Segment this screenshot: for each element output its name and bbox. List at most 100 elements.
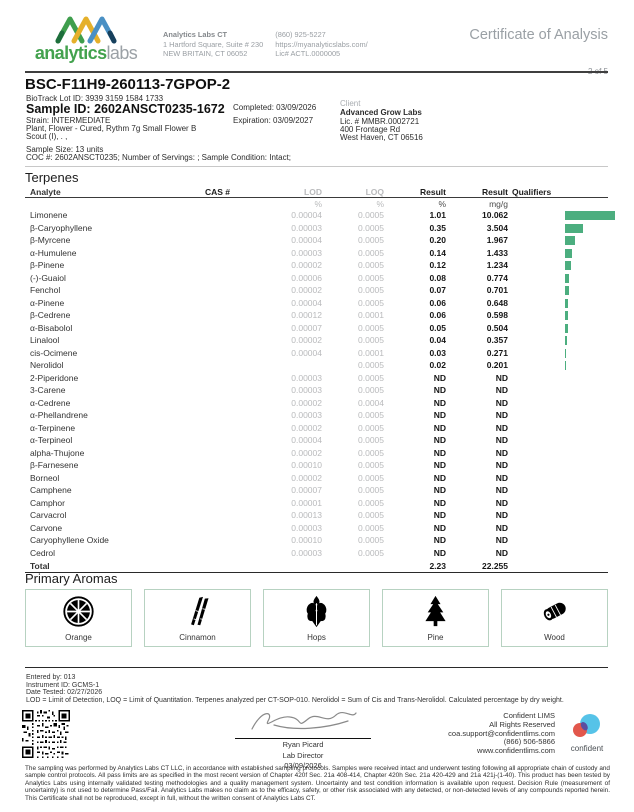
confident-line: (866) 506-5866 [503,737,555,747]
aroma-card-orange: Orange [25,589,132,647]
result-pct-value: ND [433,460,446,471]
table-row: Fenchol 0.00002 0.0005 0.07 0.701 [25,284,608,297]
analyte-name: α-Humulene [30,247,77,258]
loq-value: 0.0005 [358,510,384,521]
lod-value: 0.00004 [291,297,322,308]
result-pct-value: 0.12 [429,260,446,271]
terpenes-table: Analyte CAS # LOD LOQ Result Result Qual… [25,186,616,573]
result-mgg-value: ND [495,460,508,471]
confident-logo: confident [565,713,609,753]
result-pct-value: ND [433,522,446,533]
table-row: β-Cedrene 0.00012 0.0001 0.06 0.598 [25,309,608,322]
lab-name: Analytics Labs CT [163,30,228,39]
loq-value: 0.0005 [358,535,384,546]
analyte-name: α-Terpineol [30,435,73,446]
table-row: Camphene 0.00007 0.0005 ND ND [25,484,608,497]
result-bar [565,236,575,246]
loq-value: 0.0005 [358,297,384,308]
logo-word-labs: labs [106,43,138,63]
loq-value: 0.0005 [358,210,384,221]
lab-license: Lic# ACTL.0000005 [275,49,341,59]
result-pct-value: ND [433,422,446,433]
result-pct-value: ND [433,472,446,483]
result-pct-value: ND [433,410,446,421]
client-license: Lic. # MMBR.0002721 [340,116,420,126]
lod-value: 0.00007 [291,322,322,333]
lod-value: 0.00012 [291,310,322,321]
orange-slice-icon [63,596,94,627]
sample-id: Sample ID: 2602ANSCT0235-1672 [26,102,225,116]
client-name: Advanced Grow Labs [340,108,422,117]
section-divider [25,166,608,167]
table-header-row: Analyte CAS # LOD LOQ Result Result Qual… [25,186,608,198]
lod-value: 0.00003 [291,247,322,258]
analyte-name: 3-Carene [30,385,66,396]
result-bar [565,298,569,308]
table-row: Caryophyllene Oxide 0.00010 0.0005 ND ND [25,534,608,547]
result-pct-value: 0.05 [429,322,446,333]
result-bar-cell [556,210,616,221]
lab-phone: (860) 925-5227 [275,30,326,39]
result-pct-value: ND [433,497,446,508]
lab-address-line2: NEW BRITAIN, CT 06052 [163,49,248,59]
lod-value: 0.00003 [291,547,322,558]
lod-value: 0.00003 [291,372,322,383]
qr-code [22,710,70,763]
table-row: β-Pinene 0.00002 0.0005 0.12 1.234 [25,259,608,272]
result-bar-cell [556,360,608,371]
lab-address-block: Analytics Labs CT 1 Hartford Square, Sui… [163,14,263,76]
total-label: Total [30,560,50,571]
lod-loq-legend: LOD = Limit of Detection, LOQ = Limit of… [26,697,564,704]
aroma-label: Hops [307,633,326,642]
loq-value: 0.0005 [358,472,384,483]
analyte-name: Linalool [30,335,60,346]
loq-value: 0.0005 [358,247,384,258]
lod-value: 0.00004 [291,210,322,221]
result-mgg-value: 1.967 [486,235,508,246]
table-row: Limonene 0.00004 0.0005 1.01 10.062 [25,209,616,222]
result-bar [565,311,568,321]
result-pct-value: ND [433,510,446,521]
analyte-name: Limonene [30,210,68,221]
loq-value: 0.0005 [358,447,384,458]
table-row: (-)-Guaiol 0.00006 0.0005 0.08 0.774 [25,272,608,285]
aroma-card-hops: Hops [263,589,370,647]
result-mgg-value: 0.357 [486,335,508,346]
sample-size: Sample Size: 13 units [26,145,104,154]
aroma-card-cinnamon: Cinnamon [144,589,251,647]
analyte-name: Cedrol [30,547,56,558]
table-row: cis-Ocimene 0.00004 0.0001 0.03 0.271 [25,347,608,360]
result-pct-value: ND [433,385,446,396]
loq-value: 0.0005 [358,547,384,558]
signature-date: 03/09/2026 [284,761,322,771]
lod-value: 0.00003 [291,410,322,421]
result-bar-cell [556,248,608,258]
table-row: Carvone 0.00003 0.0005 ND ND [25,522,608,535]
analyte-name: Caryophyllene Oxide [30,535,109,546]
analyte-name: β-Caryophyllene [30,222,93,233]
confident-line: All Rights Reserved [489,719,555,729]
analyte-name: β-Pinene [30,260,65,271]
result-pct-value: 1.01 [429,210,446,221]
batch-title: BSC-F11H9-260113-7GPOP-2 [25,76,231,93]
table-row: α-Phellandrene 0.00003 0.0005 ND ND [25,409,608,422]
result-pct-value: 0.08 [429,272,446,283]
header: analyticslabs Analytics Labs CT 1 Hartfo… [25,14,608,76]
col-analyte: Analyte [30,186,61,197]
result-mgg-value: ND [495,547,508,558]
analyte-name: α-Phellandrene [30,410,88,421]
lab-contact-block: (860) 925-5227 https://myanalyticslabs.c… [275,14,367,76]
result-bar-cell [556,273,608,283]
table-row: Linalool 0.00002 0.0005 0.04 0.357 [25,334,608,347]
loq-value: 0.0005 [358,435,384,446]
result-pct-value: 0.35 [429,222,446,233]
lab-address-line1: 1 Hartford Square, Suite # 230 [163,39,264,49]
lod-value: 0.00001 [291,497,322,508]
lod-value: 0.00002 [291,397,322,408]
result-mgg-value: ND [495,435,508,446]
col-lod: LOD [304,186,322,197]
table-row: α-Bisabolol 0.00007 0.0005 0.05 0.504 [25,322,608,335]
loq-value: 0.0005 [358,460,384,471]
header-divider [25,71,608,73]
